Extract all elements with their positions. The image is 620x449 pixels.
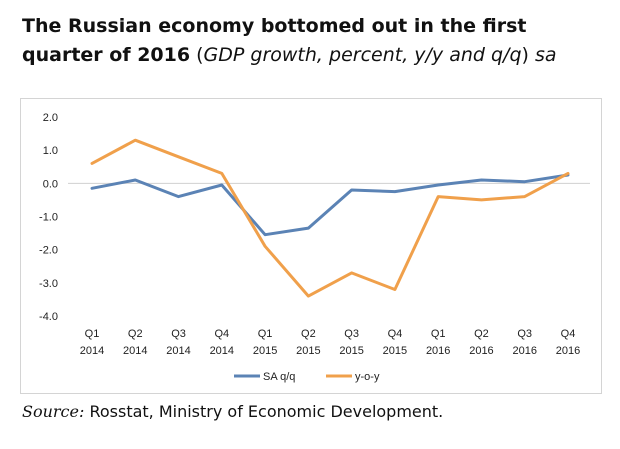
x-tick-label-year: 2016 bbox=[512, 345, 536, 357]
legend-label: SA q/q bbox=[263, 371, 295, 383]
y-tick-label: -3.0 bbox=[39, 278, 58, 290]
x-tick-label-year: 2014 bbox=[80, 345, 104, 357]
y-tick-label: -1.0 bbox=[39, 212, 58, 224]
y-tick-label: -4.0 bbox=[39, 311, 58, 323]
title-paren-close: ) bbox=[521, 44, 529, 66]
x-tick-label-year: 2015 bbox=[339, 345, 363, 357]
x-tick-label-quarter: Q1 bbox=[258, 328, 273, 340]
title-line2: quarter of 2016 bbox=[22, 44, 191, 66]
x-tick-label-year: 2016 bbox=[469, 345, 493, 357]
x-tick-label-year: 2016 bbox=[556, 345, 580, 357]
title-paren-open: ( bbox=[190, 44, 204, 66]
chart-title: The Russian economy bottomed out in the … bbox=[22, 12, 612, 70]
x-tick-label-year: 2015 bbox=[383, 345, 407, 357]
source-text: Rosstat, Ministry of Economic Developmen… bbox=[84, 402, 444, 421]
title-line1: The Russian economy bottomed out in the … bbox=[22, 15, 527, 37]
x-tick-label-year: 2016 bbox=[426, 345, 450, 357]
x-tick-label-quarter: Q3 bbox=[344, 328, 359, 340]
x-tick-label-quarter: Q2 bbox=[474, 328, 489, 340]
x-tick-label-year: 2015 bbox=[253, 345, 277, 357]
x-tick-label-year: 2015 bbox=[296, 345, 320, 357]
y-tick-label: 2.0 bbox=[43, 112, 58, 124]
x-tick-label-year: 2014 bbox=[166, 345, 190, 357]
source-label: Source: bbox=[22, 402, 85, 421]
series-line-sa-qq bbox=[90, 173, 570, 237]
title-suffix: sa bbox=[528, 44, 557, 66]
x-tick-label-year: 2014 bbox=[210, 345, 234, 357]
y-tick-label: 0.0 bbox=[43, 178, 58, 190]
series-line-yoy bbox=[90, 138, 570, 298]
y-tick-label: 1.0 bbox=[43, 145, 58, 157]
x-tick-label-year: 2014 bbox=[123, 345, 147, 357]
x-tick-label-quarter: Q4 bbox=[388, 328, 403, 340]
x-tick-label-quarter: Q1 bbox=[85, 328, 100, 340]
chart-frame bbox=[20, 98, 602, 394]
legend-label: y-o-y bbox=[355, 371, 380, 383]
source-note: Source: Rosstat, Ministry of Economic De… bbox=[22, 402, 443, 421]
title-subtitle: GDP growth, percent, y/y and q/q bbox=[203, 44, 522, 66]
x-tick-label-quarter: Q2 bbox=[128, 328, 143, 340]
x-tick-label-quarter: Q1 bbox=[431, 328, 446, 340]
x-tick-label-quarter: Q4 bbox=[214, 328, 229, 340]
x-tick-label-quarter: Q4 bbox=[561, 328, 576, 340]
x-tick-label-quarter: Q3 bbox=[517, 328, 532, 340]
x-tick-label-quarter: Q3 bbox=[171, 328, 186, 340]
x-tick-label-quarter: Q2 bbox=[301, 328, 316, 340]
y-tick-label: -2.0 bbox=[39, 245, 58, 257]
